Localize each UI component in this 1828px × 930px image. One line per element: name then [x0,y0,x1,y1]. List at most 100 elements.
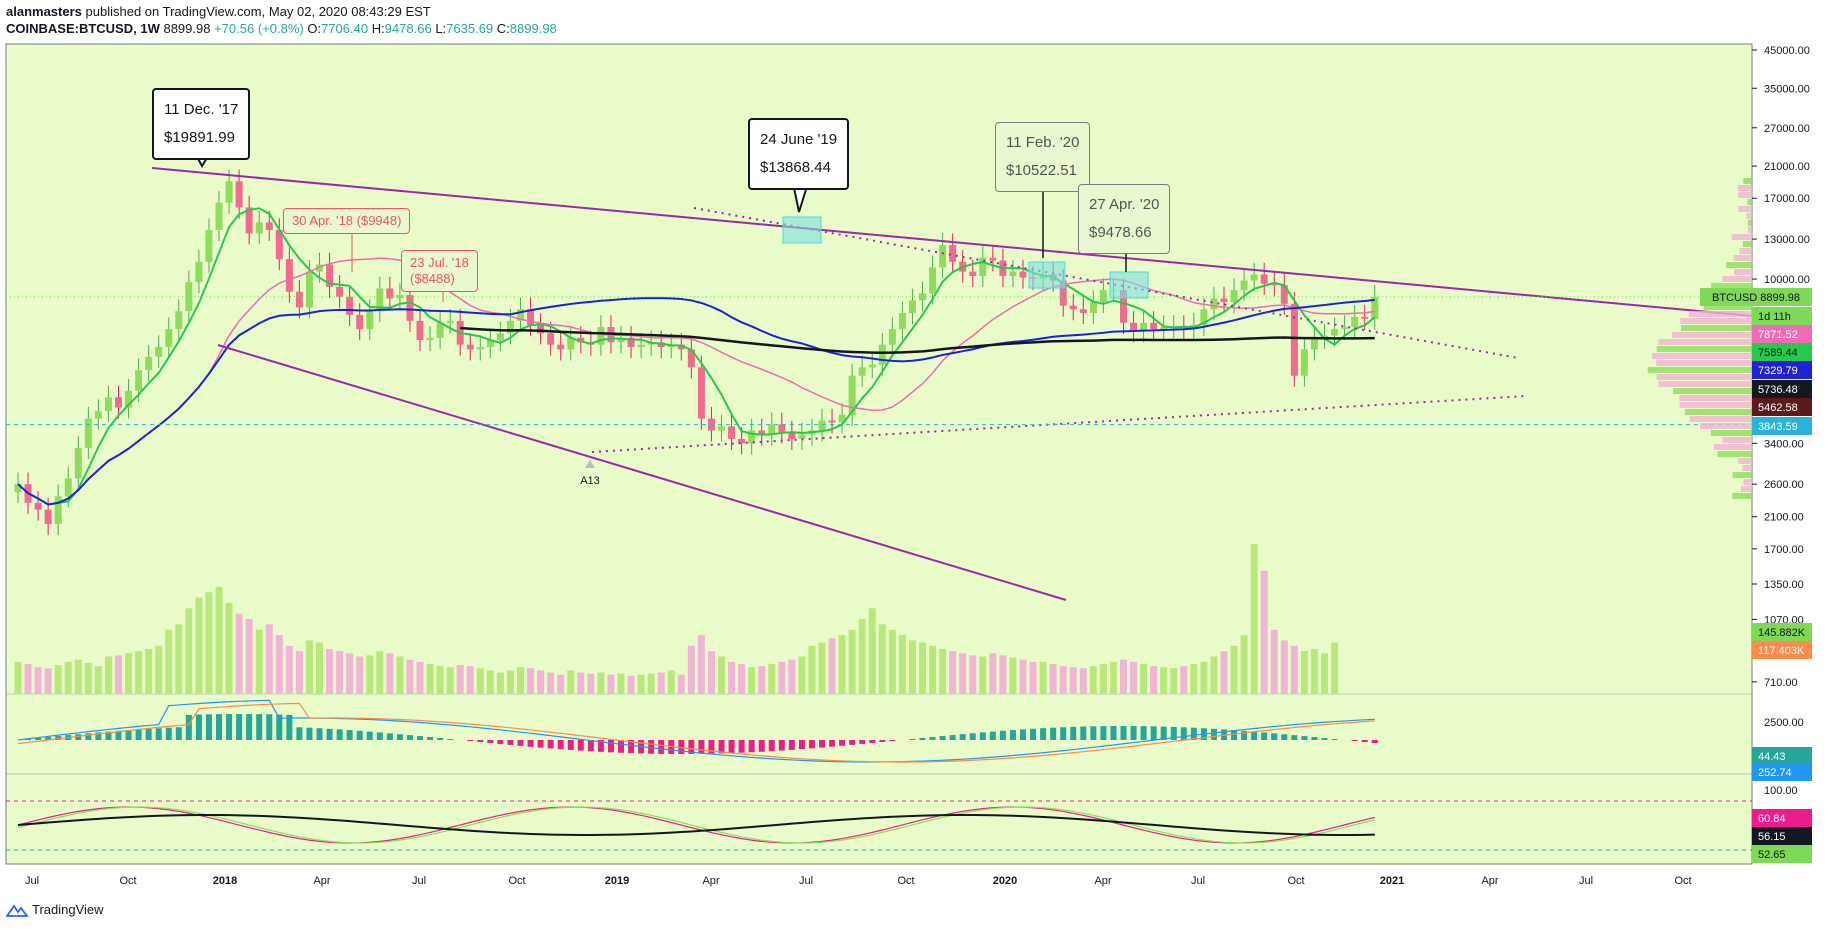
macd-tag-label: 252.74 [1758,767,1792,779]
volume-bar [1170,668,1177,694]
macd-histogram-bar [487,740,493,743]
volume-profile-bar [1672,332,1752,338]
price-tick-label: 2100.00 [1764,512,1804,524]
macd-histogram-bar [1291,735,1297,740]
macd-histogram-bar [1251,732,1257,740]
macd-histogram-bar [578,740,584,751]
candle-body [286,259,293,292]
volume-bar [1140,664,1147,694]
volume-bar [949,651,956,694]
volume-bar [1281,640,1288,694]
volume-bar [1200,662,1207,694]
candle-body [969,272,976,276]
macd-histogram-bar [246,714,252,740]
time-tick-label: 2021 [1380,875,1404,887]
volume-profile-bar [1722,276,1752,282]
volume-bar [778,662,785,694]
volume-bar [216,587,223,694]
price-tick-label: 710.00 [1764,677,1798,689]
macd-histogram-bar [1070,727,1076,740]
volume-profile-bar [1648,367,1752,373]
callout-date: 27 Apr. '20 [1089,191,1159,219]
macd-histogram-bar [809,740,815,748]
candle-body [105,397,112,411]
macd-histogram-bar [558,740,564,749]
volume-bar [688,646,695,694]
candle-body [638,345,645,347]
candle-body [879,345,886,365]
candle-body [1291,304,1298,376]
macd-histogram-bar [869,740,875,743]
macd-histogram-bar [367,732,373,740]
volume-bar [959,653,966,694]
candle-body [145,357,152,370]
volume-bar [65,662,72,694]
time-tick-label: 2020 [993,875,1017,887]
candle-body [728,426,735,439]
macd-histogram-bar [206,714,212,740]
volume-bar [306,640,313,694]
macd-histogram-bar [1020,729,1026,740]
candle-body [1150,323,1157,329]
candle-body [1261,275,1268,284]
macd-histogram-bar [1110,726,1116,740]
candle-body [115,397,122,407]
candle-body [1331,329,1338,335]
volume-bar [879,624,886,694]
price-tick-label: 35000.00 [1764,83,1810,95]
volume-bar [145,649,152,694]
volume-bar [1301,651,1308,694]
volume-bar [296,651,303,694]
volume-profile-bar [1658,339,1752,345]
candle-body [889,329,896,345]
volume-bar [628,676,635,694]
candle-body [366,311,373,329]
macd-histogram-bar [1322,738,1328,740]
volume-bar [1120,660,1127,694]
callout-apr20: 27 Apr. '20 $9478.66 [1078,184,1170,254]
macd-histogram-bar [839,740,845,746]
candle-body [296,292,303,308]
volume-bar [658,673,665,694]
macd-histogram-bar [749,740,755,752]
volume-profile-bar [1734,269,1752,275]
macd-histogram-bar [1030,729,1036,740]
volume-bar [487,670,494,694]
volume-bar [537,670,544,694]
volume-profile-bar [1734,255,1752,261]
price-tag-label: 7871.52 [1758,329,1798,341]
volume-bar [477,668,484,694]
macd-histogram-bar [186,715,192,740]
macd-histogram-bar [538,740,544,748]
volume-bar [1241,635,1248,694]
volume-bar [648,674,655,694]
volume-bar [205,592,212,694]
volume-bar [939,649,946,694]
volume-bar [728,662,735,694]
macd-histogram-bar [909,739,915,740]
volume-bar [1331,643,1338,694]
macd-histogram-bar [337,729,343,740]
callout-apr18: 30 Apr. '18 ($9948) [283,208,410,234]
macd-histogram-bar [829,740,835,747]
volume-bar [638,675,645,694]
macd-histogram-bar [1151,726,1157,740]
macd-histogram-bar [1332,739,1338,740]
candle-body [437,323,444,338]
price-tick-label: 2600.00 [1764,479,1804,491]
volume-bar [236,614,243,694]
volume-bar [1050,664,1057,694]
time-tick-label: Oct [897,875,914,887]
candle-body [386,288,393,298]
volume-bar [366,655,373,694]
candle-body [547,333,554,344]
footer-brand[interactable]: TradingView [6,902,104,917]
macd-histogram-bar [1010,730,1016,740]
macd-histogram-bar [467,740,473,741]
macd-histogram-bar [879,740,885,742]
volume-bar [768,664,775,694]
time-tick-label: Jul [25,875,39,887]
tradingview-logo-icon [6,903,28,917]
rsi-tag-label: 56.15 [1758,831,1786,843]
